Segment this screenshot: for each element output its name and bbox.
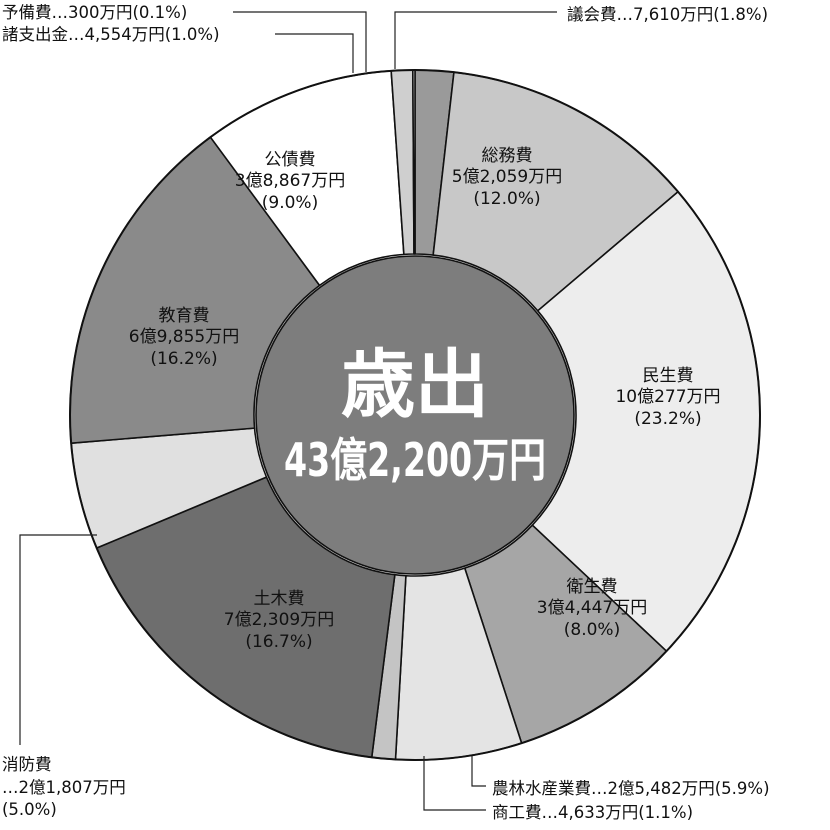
label-kyoiku-name: 教育費 xyxy=(159,306,210,326)
leader-line-shobo xyxy=(19,534,97,745)
center-total: 43億2,200万円 xyxy=(284,433,546,487)
external-label-shoko: 商工費…4,633万円(1.1%) xyxy=(492,803,693,822)
label-somu-amount: 5億2,059万円 xyxy=(452,167,562,187)
label-kyoiku-percent: (16.2%) xyxy=(150,349,217,369)
slice-yobi xyxy=(412,69,416,255)
leader-line-shoko xyxy=(423,756,486,811)
label-eisei-name: 衛生費 xyxy=(567,577,618,597)
label-eisei-percent: (8.0%) xyxy=(564,620,620,640)
label-minsei-percent: (23.2%) xyxy=(634,409,701,429)
external-label-norin: 農林水産業費…2億5,482万円(5.9%) xyxy=(492,779,770,798)
donut-center xyxy=(255,255,575,575)
label-doboku-percent: (16.7%) xyxy=(245,632,312,652)
label-kosai-percent: (9.0%) xyxy=(262,193,318,213)
external-label-shoshishutsu: 諸支出金…4,554万円(1.0%) xyxy=(2,25,220,44)
donut-outer-outline xyxy=(69,69,761,761)
label-somu-name: 総務費 xyxy=(482,146,533,166)
leader-line-gikai xyxy=(394,11,557,69)
external-label-shobo-3: (5.0%) xyxy=(2,800,57,819)
label-minsei-amount: 10億277万円 xyxy=(615,387,720,407)
label-kosai-name: 公債費 xyxy=(265,150,316,170)
external-label-gikai: 議会費…7,610万円(1.8%) xyxy=(567,5,768,24)
leader-line-shoshishutsu xyxy=(275,33,354,73)
external-label-yobi: 予備費…300万円(0.1%) xyxy=(2,3,187,22)
label-kosai-amount: 3億8,867万円 xyxy=(235,171,345,191)
external-label-shobo-1: 消防費 xyxy=(2,755,52,774)
leader-line-norin xyxy=(471,756,486,787)
label-doboku-name: 土木費 xyxy=(254,589,305,609)
label-doboku-amount: 7億2,309万円 xyxy=(224,610,334,630)
label-kyoiku-amount: 6億9,855万円 xyxy=(129,327,239,347)
label-eisei-amount: 3億4,447万円 xyxy=(537,598,647,618)
leader-line-yobi xyxy=(233,11,367,72)
center-title: 歳出 xyxy=(341,342,489,428)
label-minsei-name: 民生費 xyxy=(643,366,694,386)
label-somu-percent: (12.0%) xyxy=(473,189,540,209)
external-label-shobo-2: …2億1,807万円 xyxy=(2,778,126,797)
